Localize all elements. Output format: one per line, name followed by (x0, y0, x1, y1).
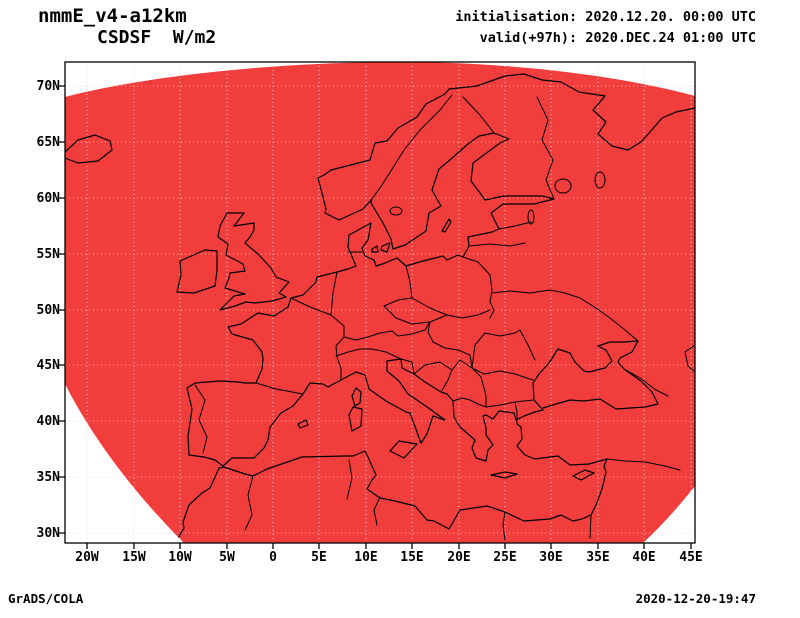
lon-label: 5E (311, 550, 327, 565)
model-name: nmmE_v4-a12km (38, 5, 187, 27)
lat-label: 40N (37, 414, 61, 429)
valid-time: valid(+97h): 2020.DEC.24 01:00 UTC (479, 30, 756, 46)
coastline-great-britain (217, 212, 290, 311)
lon-label: 25E (493, 550, 516, 565)
lake-ladoga (554, 178, 572, 194)
coastline-anatolia-levant-africa (174, 423, 608, 543)
lon-label: 15W (122, 550, 146, 565)
grid-lines (65, 62, 695, 543)
lon-label: 5W (219, 550, 235, 565)
coastline-ireland (176, 249, 218, 294)
lake-peipus (527, 209, 535, 225)
init-time: initialisation: 2020.12.20. 00:00 UTC (455, 9, 756, 25)
coastline-atlantic-baltic-arctic (186, 73, 695, 467)
lon-label: 20E (447, 550, 470, 565)
lon-label: 30E (539, 550, 562, 565)
lon-label: 40E (632, 550, 655, 565)
country-borders (194, 94, 695, 541)
lat-label: 45N (37, 358, 61, 373)
lon-label: 10E (354, 550, 377, 565)
lon-label: 35E (586, 550, 609, 565)
lat-label: 65N (37, 135, 61, 150)
lat-label: 30N (37, 526, 61, 541)
lat-label: 50N (37, 303, 61, 318)
field-name: CSDSF W/m2 (97, 27, 217, 48)
lon-label: 10W (168, 550, 192, 565)
lon-label: 0 (269, 550, 277, 565)
coastline-islands (297, 218, 595, 481)
lat-label: 55N (37, 247, 61, 262)
model-domain-fill (65, 62, 695, 543)
coastline-layer (65, 73, 695, 543)
grads-credit: GrADS/COLA (8, 591, 84, 606)
lat-label: 35N (37, 470, 61, 485)
lon-label: 20W (75, 550, 99, 565)
lat-label: 70N (37, 79, 61, 94)
creation-timestamp: 2020-12-20-19:47 (635, 591, 756, 606)
lakes (389, 171, 606, 225)
map-frame (64, 61, 696, 544)
lon-label: 45E (679, 550, 702, 565)
lon-label: 15E (400, 550, 423, 565)
coastline-iceland (65, 134, 113, 164)
lake-vanern (389, 206, 403, 216)
axis-ticks (59, 85, 692, 549)
lat-label: 60N (37, 191, 61, 206)
lake-onega (594, 171, 606, 189)
